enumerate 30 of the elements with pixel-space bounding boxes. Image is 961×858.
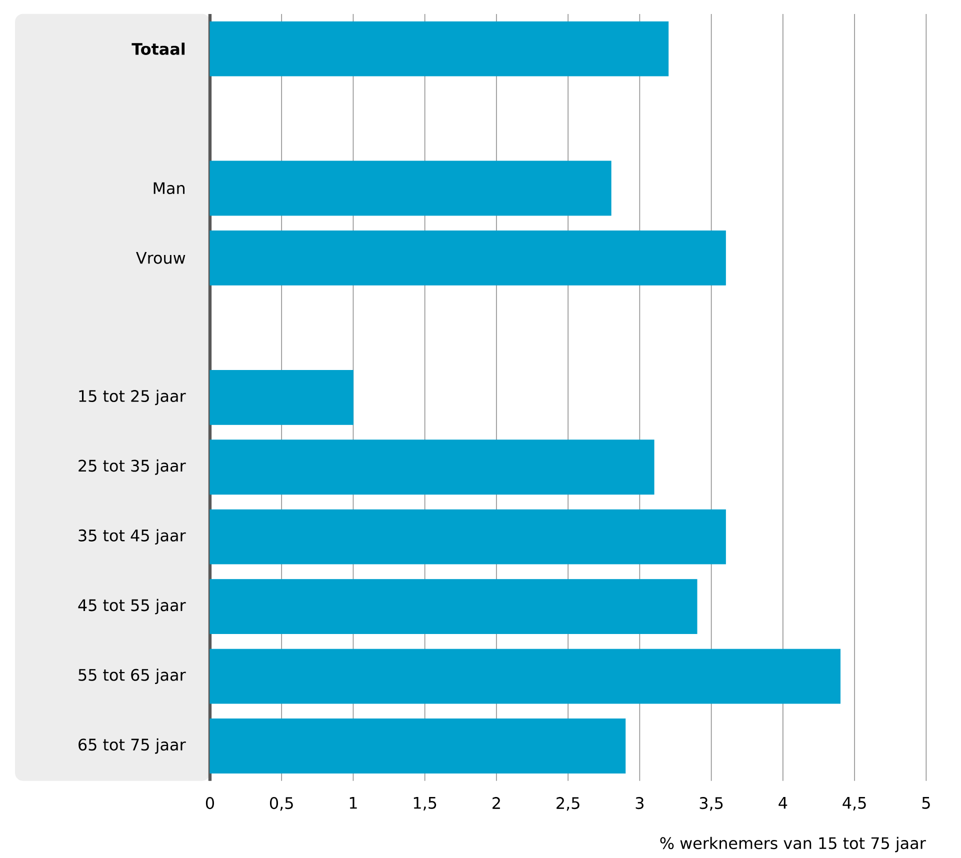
y-tick-label: 15 tot 25 jaar bbox=[79, 390, 186, 406]
x-tick-label: 4,5 bbox=[842, 797, 866, 811]
y-tick-label: 35 tot 45 jaar bbox=[78, 529, 186, 545]
y-tick-label: 45 tot 55 jaar bbox=[78, 599, 186, 615]
y-tick-label: Man bbox=[154, 182, 184, 194]
x-tick-label: 3,5 bbox=[700, 797, 723, 811]
x-tick-label: 2,5 bbox=[556, 797, 580, 811]
x-axis-title: % werknemers van 15 tot 75 jaar bbox=[660, 837, 926, 852]
bar bbox=[210, 230, 726, 286]
bar bbox=[210, 22, 669, 76]
x-tick-label: 4 bbox=[778, 797, 788, 809]
y-tick-label: Totaal bbox=[132, 42, 185, 56]
bar bbox=[210, 579, 698, 634]
y-tick-label: Vrouw bbox=[136, 252, 186, 264]
x-tick-label: 0,5 bbox=[270, 797, 293, 811]
x-tick-label: 5 bbox=[922, 797, 930, 810]
bar bbox=[210, 510, 726, 565]
bar bbox=[210, 161, 612, 216]
y-tick-label: 65 tot 75 jaar bbox=[78, 738, 186, 754]
x-tick-label: 1,5 bbox=[414, 797, 436, 811]
x-tick-label: 2 bbox=[492, 797, 500, 810]
bar bbox=[210, 649, 840, 704]
y-tick-label: 25 tot 35 jaar bbox=[78, 460, 186, 476]
bar bbox=[210, 370, 354, 426]
x-tick-label: 1 bbox=[350, 797, 357, 809]
bar bbox=[210, 718, 626, 774]
x-tick-label: 0 bbox=[206, 797, 214, 810]
y-tick-label: 55 tot 65 jaar bbox=[78, 668, 186, 684]
bar bbox=[210, 440, 654, 495]
x-tick-label: 3 bbox=[636, 797, 644, 810]
